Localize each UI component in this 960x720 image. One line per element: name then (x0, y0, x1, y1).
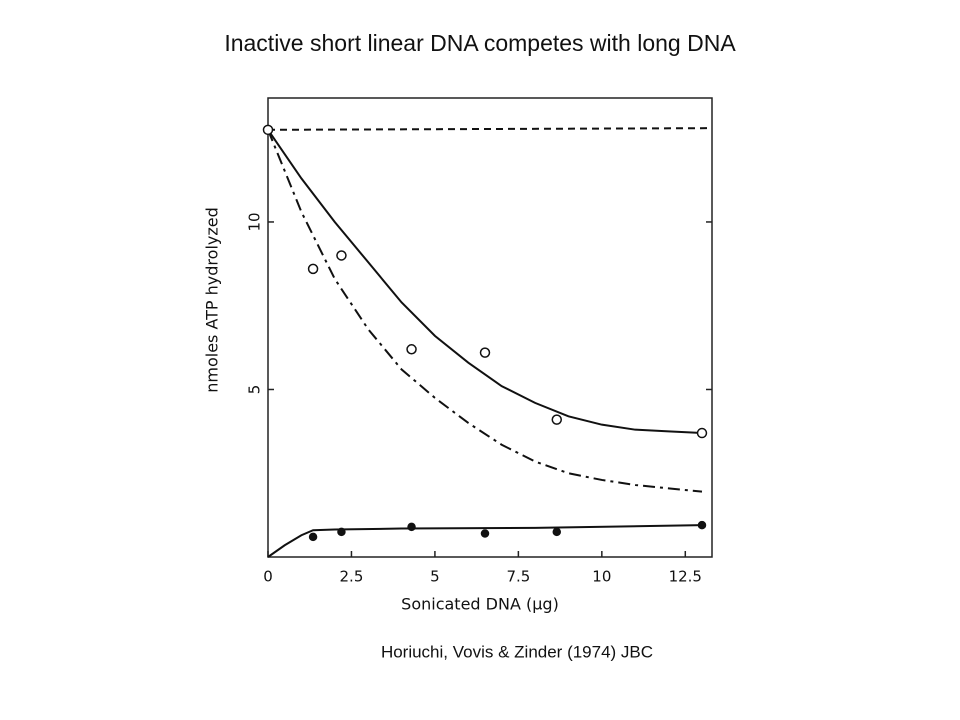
x-tick-label: 0 (263, 568, 273, 586)
data-point (337, 527, 346, 537)
series-line (267, 129, 703, 493)
data-point (307, 263, 319, 275)
data-point (697, 520, 707, 530)
series-line (267, 129, 703, 435)
series-line (267, 524, 703, 558)
data-point (407, 522, 416, 532)
x-tick-label: 12.5 (669, 568, 702, 586)
data-point (696, 427, 708, 439)
y-tick-label: 5 (246, 385, 264, 395)
data-point (479, 347, 491, 358)
citation: Horiuchi, Vovis & Zinder (1974) JBC (381, 642, 653, 661)
x-tick-label: 7.5 (506, 568, 530, 586)
x-axis-label: Sonicated DNA (μg) (401, 595, 559, 614)
x-tick-label: 2.5 (340, 568, 364, 586)
series-line (267, 127, 713, 131)
data-point (552, 527, 562, 537)
y-tick-label: 10 (246, 212, 264, 231)
y-axis-label: nmoles ATP hydrolyzed (203, 207, 222, 393)
chart-title: Inactive short linear DNA competes with … (224, 30, 736, 56)
data-point (406, 344, 417, 355)
x-tick-label: 5 (430, 568, 440, 586)
data-point (308, 532, 318, 542)
data-point (480, 529, 490, 538)
data-point (262, 124, 274, 136)
plot-frame (267, 97, 713, 558)
data-point (336, 250, 347, 261)
x-tick-label: 10 (592, 568, 611, 586)
data-point (551, 414, 563, 425)
